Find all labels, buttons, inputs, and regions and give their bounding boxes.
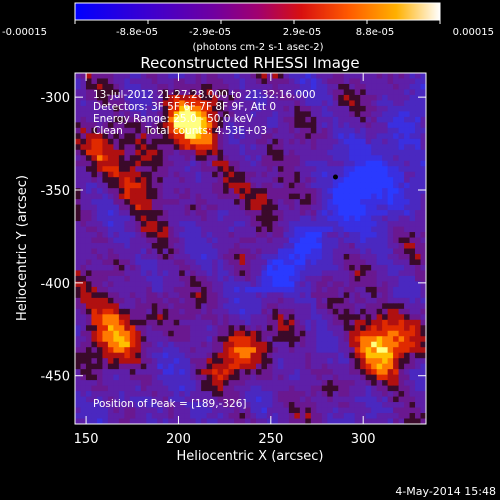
colorbar: -0.00015 -8.8e-05 -2.9e-05 2.9e-05 8.8e-05 0.… xyxy=(2,2,494,53)
colorbar-tick-label: -2.9e-05 xyxy=(189,27,231,38)
info-peak: Position of Peak = [189,-326] xyxy=(93,398,247,410)
colorbar-tick-label: -0.00015 xyxy=(2,27,47,38)
y-axis-ticks: -300 -350 -400 -450 xyxy=(40,91,426,385)
info-energy: Energy Range: 25.0 - 50.0 keV xyxy=(93,113,254,125)
observation-info: 13-Jul-2012 21:27:28.000 to 21:32:16.000… xyxy=(93,89,316,410)
y-tick-label: -400 xyxy=(40,277,70,292)
x-tick-label: 200 xyxy=(166,432,191,447)
y-axis-label: Heliocentric Y (arcsec) xyxy=(15,175,30,321)
x-tick-label: 300 xyxy=(351,432,376,447)
image-pixels xyxy=(75,73,426,424)
peak-marker xyxy=(332,174,338,180)
info-detectors: Detectors: 3F 5F 6F 7F 8F 9F, Att 0 xyxy=(93,101,276,113)
colorbar-tick-label: 2.9e-05 xyxy=(283,27,321,38)
plot-frame xyxy=(74,72,427,425)
info-clean: Clean xyxy=(93,125,123,137)
plot-title: Reconstructed RHESSI Image xyxy=(140,54,359,72)
solar-image xyxy=(75,73,426,424)
info-total-counts: Total counts: 4.53E+03 xyxy=(144,125,267,137)
colorbar-ticks: -0.00015 -8.8e-05 -2.9e-05 2.9e-05 8.8e-05 0.… xyxy=(2,20,494,38)
colorbar-tick-label: -8.8e-05 xyxy=(116,27,158,38)
x-tick-label: 250 xyxy=(258,432,283,447)
x-tick-label: 150 xyxy=(74,432,99,447)
colorbar-gradient xyxy=(74,2,441,21)
y-tick-label: -450 xyxy=(40,370,70,385)
info-time: 13-Jul-2012 21:27:28.000 to 21:32:16.000 xyxy=(93,89,316,101)
y-tick-label: -300 xyxy=(40,91,70,106)
y-tick-label: -350 xyxy=(40,184,70,199)
colorbar-tick-label: 0.00015 xyxy=(453,27,494,38)
colorbar-units: (photons cm-2 s-1 asec-2) xyxy=(192,42,323,53)
x-axis-label: Heliocentric X (arcsec) xyxy=(177,449,324,464)
footer-date: 4-May-2014 15:48 xyxy=(395,485,496,498)
x-axis-ticks: 150 200 250 300 xyxy=(74,73,376,447)
colorbar-tick-label: 8.8e-05 xyxy=(356,27,394,38)
